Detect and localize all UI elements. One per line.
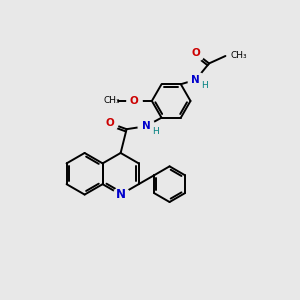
Text: N: N bbox=[142, 121, 150, 131]
Text: CH₃: CH₃ bbox=[103, 97, 120, 106]
Text: N: N bbox=[191, 75, 200, 85]
Text: N: N bbox=[116, 188, 126, 201]
Text: H: H bbox=[152, 127, 159, 136]
Text: H: H bbox=[201, 81, 208, 90]
Text: O: O bbox=[106, 118, 115, 128]
Text: CH₃: CH₃ bbox=[231, 52, 248, 61]
Text: O: O bbox=[191, 48, 200, 58]
Text: O: O bbox=[130, 96, 138, 106]
